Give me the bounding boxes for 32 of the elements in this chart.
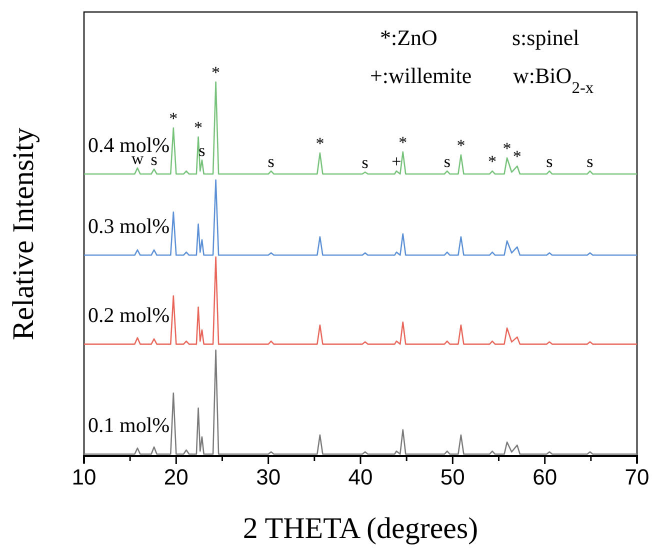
annotation: s [444, 152, 450, 172]
annotation: * [169, 109, 178, 128]
annotation: * [194, 118, 203, 137]
annotation: * [488, 152, 497, 172]
annotation: * [456, 136, 466, 155]
annotation: * [212, 63, 220, 82]
annotation: s [546, 152, 553, 172]
annotation: * [316, 134, 324, 154]
annotation: s [586, 152, 594, 172]
annotation: +:willemite [370, 63, 472, 88]
annotation: w:BiO$_{2-x}$ [513, 63, 594, 96]
x-tick-label: 30 [256, 464, 281, 490]
annotation: * [398, 132, 408, 152]
annotation: s [362, 153, 368, 172]
annotation: * [512, 147, 522, 166]
x-tick-label: 10 [72, 464, 96, 490]
text: *:ZnO [380, 25, 438, 50]
x-tick-label: 70 [624, 464, 650, 490]
x-tick-label: 40 [348, 464, 373, 490]
series-label: 0.3 mol% [88, 214, 170, 238]
y-axis-title: Relative Intensity [7, 128, 40, 340]
series-label: 0.2 mol% [88, 303, 170, 328]
series-label: 0.1 mol% [88, 413, 170, 438]
annotation: s [198, 141, 206, 160]
x-tick-label: 50 [440, 464, 465, 490]
x-tick-label: 60 [532, 464, 558, 490]
annotation: s [268, 152, 274, 172]
text: s:spinel [512, 25, 580, 50]
x-tick-label: 20 [164, 464, 188, 490]
x-axis-title: 2 THETA (degrees) [242, 512, 478, 545]
annotation: * [502, 138, 512, 158]
annotation: + [392, 152, 402, 172]
